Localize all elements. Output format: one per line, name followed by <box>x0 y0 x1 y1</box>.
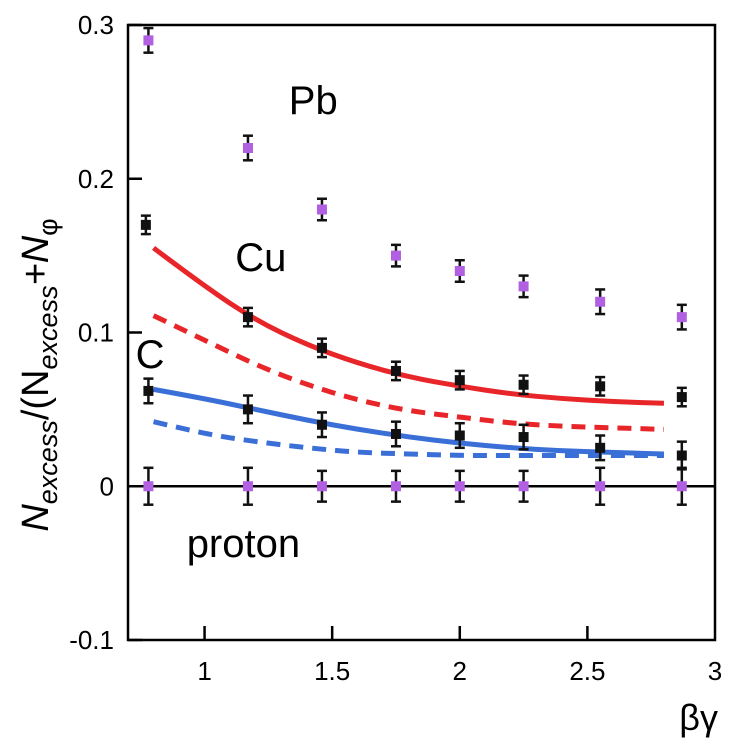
y-tick-label: 0 <box>100 471 114 501</box>
x-tick-label: 2.5 <box>569 656 605 686</box>
label-c: C <box>136 333 165 377</box>
y-tick-label: -0.1 <box>69 625 114 655</box>
model-curves <box>152 245 665 458</box>
data-point-c <box>454 430 465 441</box>
y-axis-label: Nexcess/(Nexcess+Nφ <box>15 218 63 531</box>
data-point-proton <box>676 481 687 492</box>
data-point-c <box>143 385 154 396</box>
data-point-c <box>242 404 253 415</box>
data-point-cu <box>595 381 606 392</box>
label-proton: proton <box>187 522 300 566</box>
data-point-c <box>518 432 529 443</box>
data-point-pb <box>316 204 327 215</box>
data-point-c <box>595 442 606 453</box>
data-point-pb <box>595 296 606 307</box>
data-point-cu <box>676 392 687 403</box>
x-tick-label: 2 <box>453 656 467 686</box>
data-point-cu <box>518 379 529 390</box>
data-point-cu <box>140 219 151 230</box>
model-curve-dashed <box>152 313 665 432</box>
data-point-proton <box>242 481 253 492</box>
data-point-pb <box>143 35 154 46</box>
data-point-c <box>390 428 401 439</box>
y-tick-label: 0.3 <box>78 10 114 40</box>
data-point-proton <box>316 481 327 492</box>
data-point-proton <box>143 481 154 492</box>
data-points <box>140 26 687 506</box>
data-point-c <box>676 450 687 461</box>
x-axis-label: βγ <box>679 697 718 738</box>
label-pb: Pb <box>289 79 338 123</box>
x-tick-label: 3 <box>708 656 722 686</box>
x-tick-label: 1 <box>197 656 211 686</box>
data-point-pb <box>518 281 529 292</box>
data-point-cu <box>454 375 465 386</box>
data-point-proton <box>518 481 529 492</box>
data-point-pb <box>454 266 465 276</box>
y-tick-label: 0.1 <box>78 318 114 348</box>
data-point-proton <box>454 481 465 492</box>
data-point-pb <box>676 312 687 323</box>
model-curve-dashed <box>152 419 664 458</box>
x-tick-label: 1.5 <box>314 656 350 686</box>
data-point-proton <box>595 481 606 492</box>
model-curve <box>152 245 665 406</box>
data-point-c <box>316 419 327 430</box>
data-point-pb <box>242 143 253 153</box>
label-cu: Cu <box>235 236 286 280</box>
data-point-pb <box>390 250 401 261</box>
data-point-proton <box>390 481 401 492</box>
y-tick-label: 0.2 <box>78 164 114 194</box>
data-point-cu <box>316 342 327 353</box>
axis-ticks: 1 1.5 2 2.5 3 -0.1 0 0.1 0.2 0.3 <box>69 10 722 686</box>
data-point-cu <box>390 365 401 376</box>
data-point-cu <box>242 312 253 323</box>
